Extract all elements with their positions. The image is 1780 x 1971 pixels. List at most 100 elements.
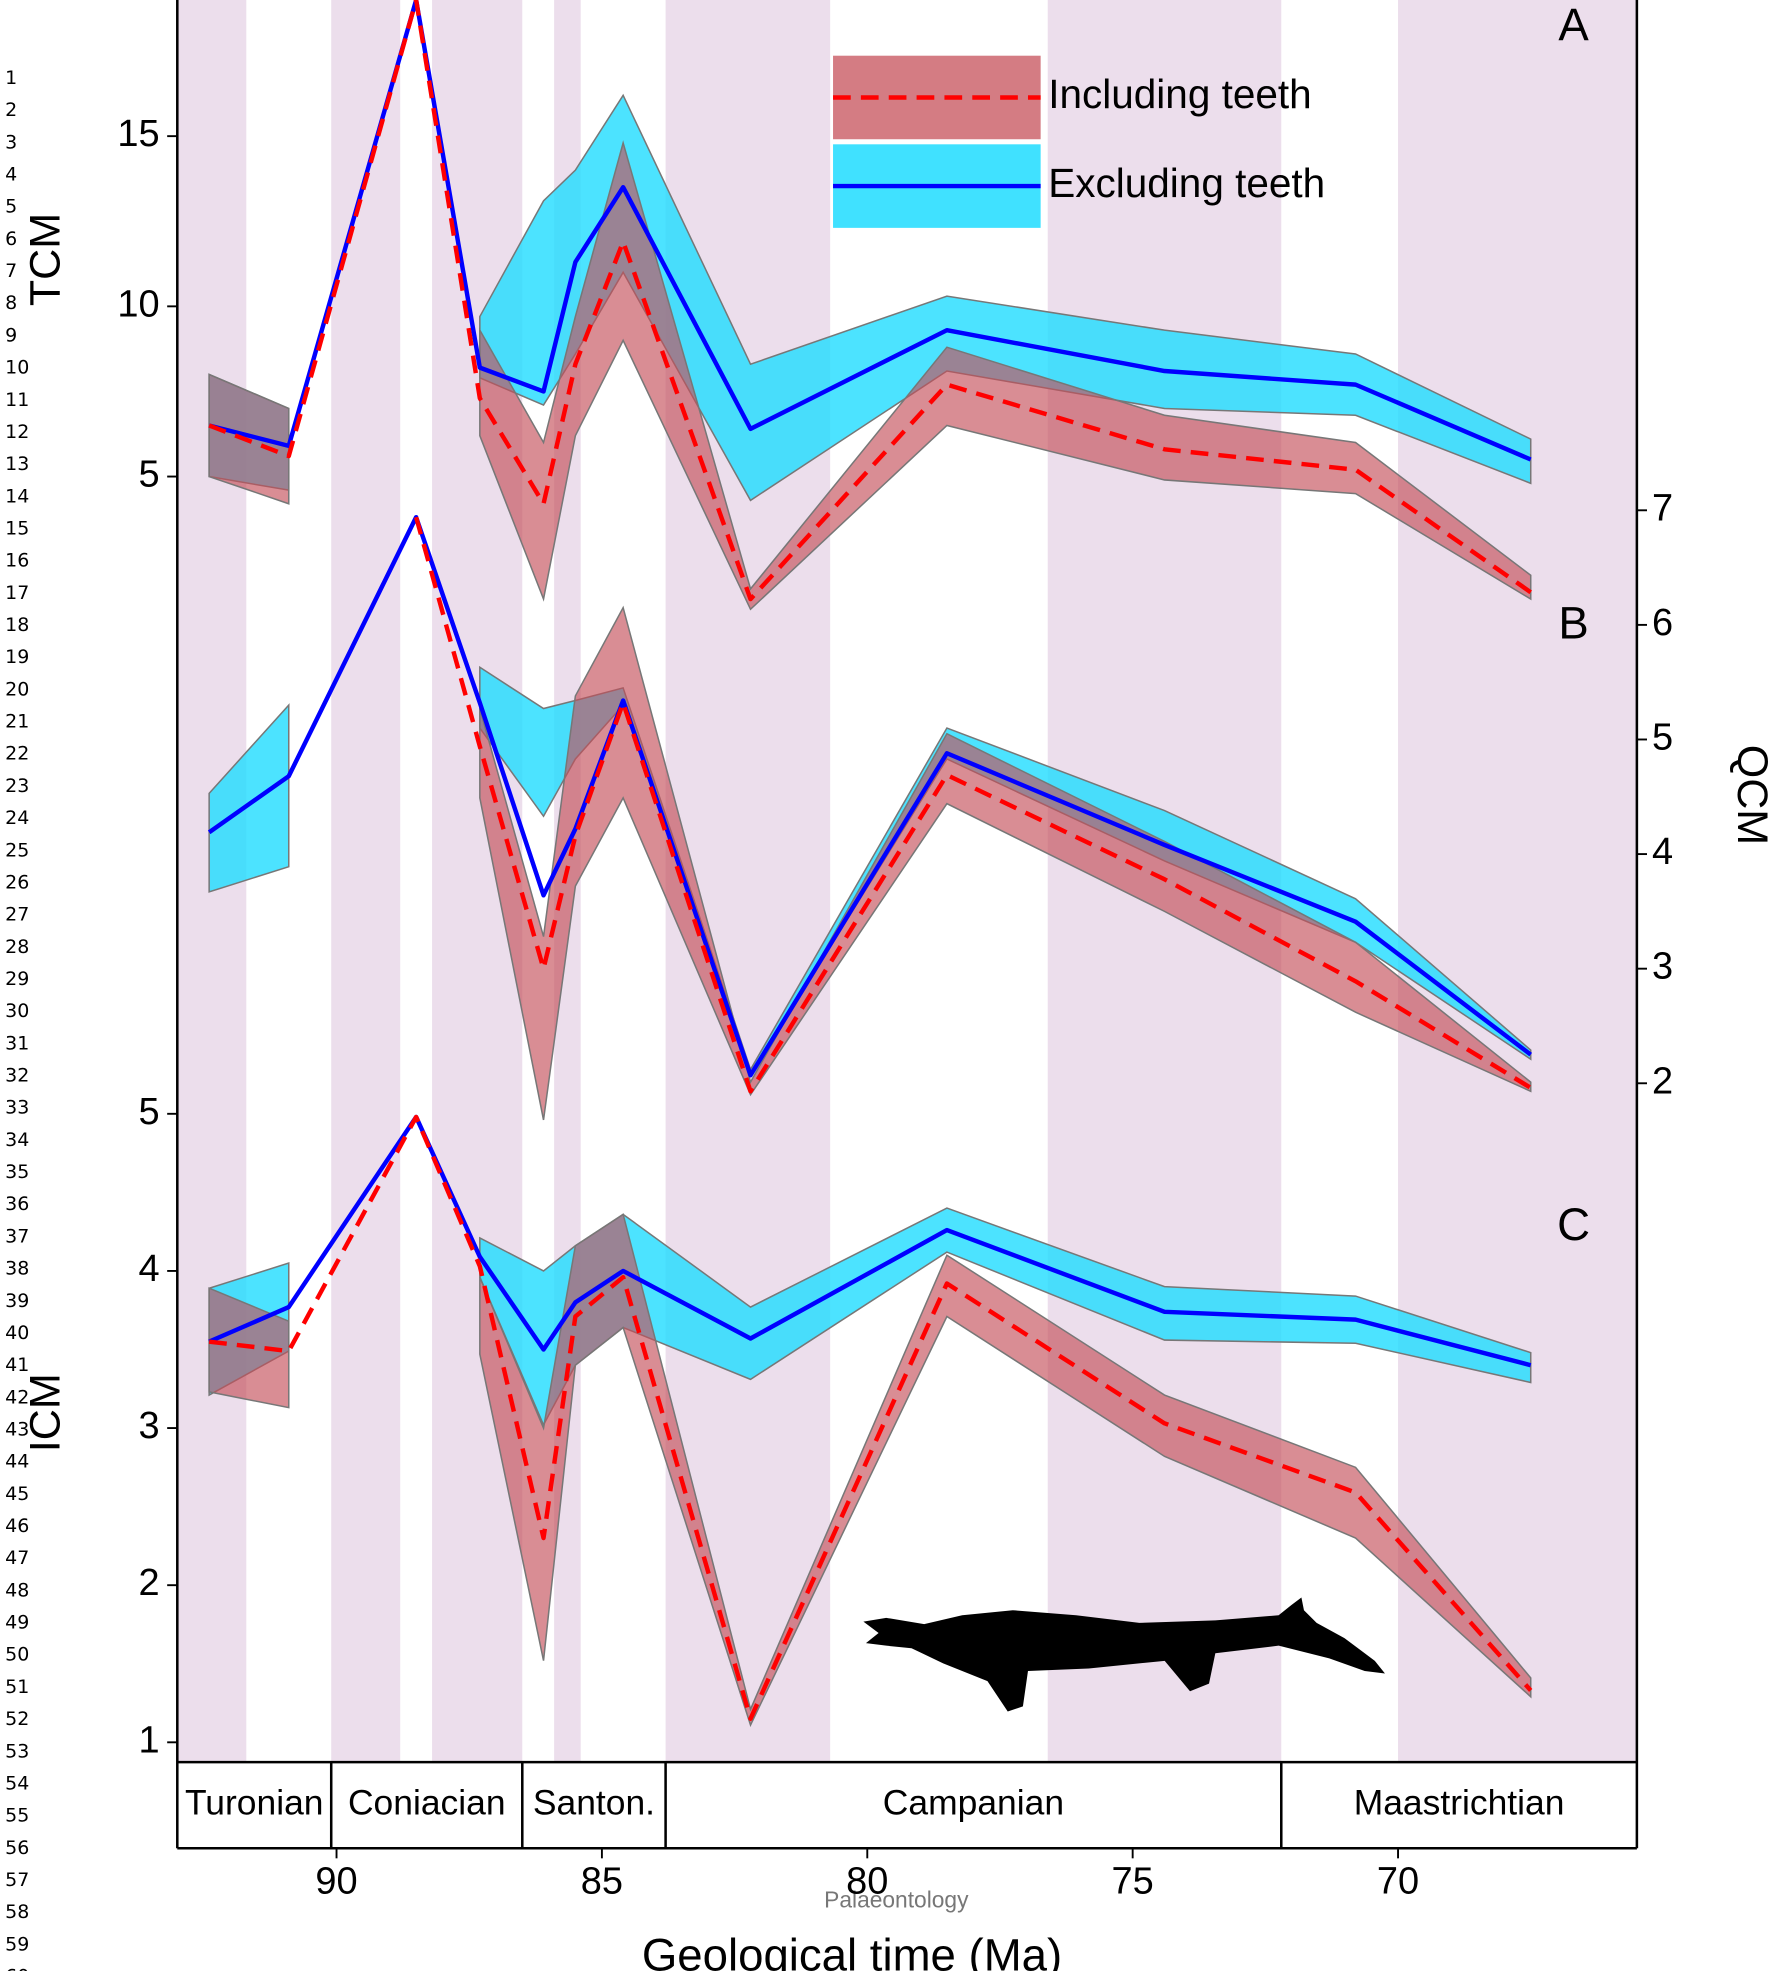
y-tick-label: 10 (117, 283, 159, 325)
line-number: 16 (5, 550, 29, 572)
line-number: 8 (5, 292, 17, 314)
stage-strip (177, 1762, 1637, 1849)
line-number: 53 (5, 1740, 29, 1762)
line-number: 15 (5, 517, 29, 539)
y-axis-label: TCM (22, 213, 70, 306)
line-number: 7 (5, 260, 17, 282)
shaded-interval (1398, 0, 1637, 1763)
line-number: 48 (5, 1579, 29, 1601)
line-number: 6 (5, 228, 17, 250)
y-tick-label: 2 (1652, 1060, 1673, 1102)
line-number: 46 (5, 1515, 29, 1537)
line-number: 14 (5, 485, 29, 507)
line-number: 51 (5, 1676, 29, 1698)
confidence-band (479, 1213, 1532, 1728)
line-number: 55 (5, 1805, 29, 1827)
line-number: 58 (5, 1901, 29, 1923)
line-number: 40 (5, 1322, 29, 1344)
line-number: 30 (5, 1000, 29, 1022)
line-number: 36 (5, 1193, 29, 1215)
confidence-band (208, 703, 290, 893)
y-tick-label: 4 (138, 1248, 159, 1290)
y-tick-label: 5 (1652, 717, 1673, 759)
band-layer (208, 93, 1532, 1728)
y-tick-label: 5 (138, 1091, 159, 1133)
line-number: 45 (5, 1483, 29, 1505)
line-number: 47 (5, 1547, 29, 1569)
x-tick-label: 70 (1377, 1861, 1419, 1903)
line-number: 39 (5, 1290, 29, 1312)
line-number: 56 (5, 1837, 29, 1859)
line-layer (207, 0, 1533, 1721)
line-number: 11 (5, 389, 29, 411)
line-number: 44 (5, 1451, 29, 1473)
y-tick-label: 4 (1652, 831, 1673, 873)
line-number: 20 (5, 678, 29, 700)
y-tick-label: 3 (1652, 946, 1673, 988)
y-axis-label: ICM (22, 1373, 70, 1452)
line-number: 5 (5, 196, 17, 218)
panel-label: C (1557, 1199, 1590, 1250)
y-tick-label: 1 (138, 1719, 159, 1761)
x-tick-label: 75 (1112, 1861, 1154, 1903)
line-number: 4 (5, 164, 17, 186)
stage-label: Santon. (533, 1783, 655, 1823)
line-number: 50 (5, 1644, 29, 1666)
line-number: 35 (5, 1161, 29, 1183)
line-number: 41 (5, 1354, 29, 1376)
x-tick-label: 80 (846, 1861, 888, 1903)
line-number: 1 (5, 67, 17, 89)
x-tick-label: 90 (315, 1861, 357, 1903)
watermark: Palaeontology (824, 1886, 969, 1912)
line-number: 34 (5, 1129, 29, 1151)
line-number: 42 (5, 1386, 29, 1408)
y-tick-label: 2 (138, 1562, 159, 1604)
stage-label: Turonian (185, 1783, 324, 1823)
confidence-band (479, 605, 1532, 1121)
line-number: 29 (5, 968, 29, 990)
line-number: 17 (5, 582, 29, 604)
panel-label: A (1558, 0, 1589, 50)
shaded-interval (331, 0, 401, 1763)
line-number: 22 (5, 743, 29, 765)
line-number: 25 (5, 839, 29, 861)
mosasaur-silhouette (863, 1597, 1385, 1712)
series-line (208, 1114, 1532, 1368)
line-number: 38 (5, 1258, 29, 1280)
series-line (208, 0, 1533, 602)
line-number: 60 (5, 1966, 29, 1971)
y-tick-label: 3 (138, 1405, 159, 1447)
line-number: 52 (5, 1708, 29, 1730)
y-tick-label: 7 (1652, 487, 1673, 529)
line-number: 2 (5, 99, 17, 121)
line-number: 26 (5, 871, 29, 893)
x-tick-label: 85 (581, 1861, 623, 1903)
panel-label: B (1558, 598, 1588, 649)
line-number: 18 (5, 614, 29, 636)
legend-label: Including teeth (1048, 71, 1311, 117)
stage-label: Maastrichtian (1354, 1783, 1565, 1823)
line-number: 12 (5, 421, 29, 443)
x-axis-label: Geological time (Ma) (642, 1929, 1062, 1971)
y-tick-label: 6 (1652, 602, 1673, 644)
line-number: 28 (5, 936, 29, 958)
line-number: 3 (5, 131, 17, 153)
line-number: 10 (5, 357, 29, 379)
line-number: 21 (5, 711, 29, 733)
y-tick-label: 15 (117, 113, 159, 155)
line-number: 23 (5, 775, 29, 797)
line-number: 43 (5, 1419, 29, 1441)
confidence-band (479, 140, 1532, 611)
y-tick-label: 5 (138, 454, 159, 496)
stage-label: Campanian (883, 1783, 1064, 1823)
line-number: 27 (5, 904, 29, 926)
line-number: 9 (5, 324, 17, 346)
line-number: 49 (5, 1612, 29, 1634)
line-number: 24 (5, 807, 29, 829)
line-number: 33 (5, 1097, 29, 1119)
line-number: 57 (5, 1869, 29, 1891)
line-number: 13 (5, 453, 29, 475)
